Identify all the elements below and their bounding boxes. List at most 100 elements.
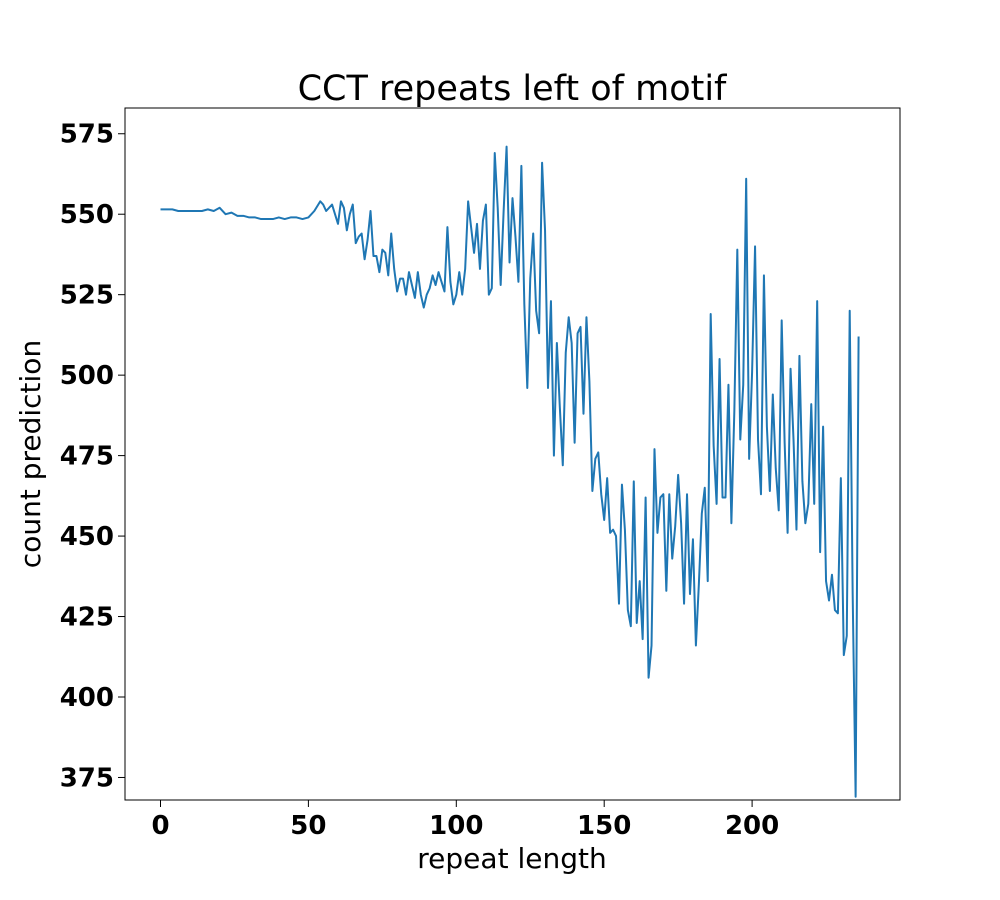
data-point	[183, 210, 185, 212]
data-point	[745, 178, 747, 180]
data-point	[399, 277, 401, 279]
y-tick-label: 425	[60, 603, 114, 633]
data-point	[165, 208, 167, 210]
data-point	[502, 210, 504, 212]
data-point	[825, 580, 827, 582]
data-point	[849, 310, 851, 312]
data-point	[751, 371, 753, 373]
data-point	[573, 442, 575, 444]
data-point	[254, 216, 256, 218]
data-point	[721, 496, 723, 498]
data-point	[857, 335, 859, 337]
data-point	[600, 493, 602, 495]
data-point	[420, 293, 422, 295]
data-point	[458, 271, 460, 273]
data-point	[301, 218, 303, 220]
data-point	[488, 293, 490, 295]
data-point	[476, 223, 478, 225]
data-point	[547, 387, 549, 389]
data-point	[769, 490, 771, 492]
data-point	[603, 519, 605, 521]
data-point	[482, 219, 484, 221]
data-point	[408, 271, 410, 273]
data-point	[822, 425, 824, 427]
x-tick-label: 150	[577, 811, 631, 841]
data-point	[641, 638, 643, 640]
x-axis: 0 50 100 150 200	[151, 800, 779, 841]
y-tick-label: 575	[60, 120, 114, 150]
data-point	[479, 268, 481, 270]
data-point	[591, 490, 593, 492]
data-point	[357, 236, 359, 238]
x-axis-label: repeat length	[417, 842, 606, 875]
data-point	[689, 593, 691, 595]
data-point	[464, 268, 466, 270]
data-point	[375, 255, 377, 257]
data-point	[431, 274, 433, 276]
data-point	[606, 477, 608, 479]
data-point	[411, 284, 413, 286]
data-point	[387, 274, 389, 276]
data-point	[242, 215, 244, 217]
data-point	[278, 216, 280, 218]
data-point	[633, 480, 635, 482]
data-point	[775, 467, 777, 469]
data-point	[526, 387, 528, 389]
data-point	[440, 281, 442, 283]
data-point	[671, 557, 673, 559]
data-point	[378, 271, 380, 273]
data-point	[801, 480, 803, 482]
data-point	[748, 458, 750, 460]
data-point	[757, 438, 759, 440]
data-point	[653, 448, 655, 450]
x-tick-label: 100	[429, 811, 483, 841]
data-point	[384, 252, 386, 254]
data-point	[627, 609, 629, 611]
data-point	[650, 644, 652, 646]
data-point	[754, 245, 756, 247]
data-point	[248, 216, 250, 218]
data-point	[553, 454, 555, 456]
data-point	[686, 493, 688, 495]
data-point	[612, 528, 614, 530]
data-point	[322, 203, 324, 205]
data-point	[372, 255, 374, 257]
data-point	[499, 284, 501, 286]
data-point	[704, 487, 706, 489]
chart-title: CCT repeats left of motif	[298, 69, 727, 109]
data-point	[789, 368, 791, 370]
data-point	[624, 528, 626, 530]
data-point	[325, 210, 327, 212]
data-point	[766, 425, 768, 427]
x-tick-label: 50	[290, 811, 326, 841]
data-point	[189, 210, 191, 212]
data-point	[337, 223, 339, 225]
data-point	[772, 393, 774, 395]
data-point	[816, 300, 818, 302]
data-point	[609, 532, 611, 534]
data-point	[659, 496, 661, 498]
data-point	[390, 232, 392, 234]
data-point	[360, 232, 362, 234]
data-point	[562, 464, 564, 466]
y-tick-label: 375	[60, 763, 114, 793]
data-point	[446, 226, 448, 228]
data-point	[576, 332, 578, 334]
data-point	[195, 210, 197, 212]
data-point	[455, 293, 457, 295]
data-point	[461, 293, 463, 295]
data-point	[426, 293, 428, 295]
data-point	[636, 622, 638, 624]
data-point	[733, 409, 735, 411]
data-point	[665, 590, 667, 592]
x-tick-label: 0	[151, 811, 169, 841]
data-point	[647, 676, 649, 678]
data-point	[780, 319, 782, 321]
data-point	[396, 290, 398, 292]
data-point	[837, 612, 839, 614]
data-point	[843, 654, 845, 656]
data-point	[630, 625, 632, 627]
data-point	[588, 380, 590, 382]
data-point	[266, 218, 268, 220]
data-point	[532, 232, 534, 234]
